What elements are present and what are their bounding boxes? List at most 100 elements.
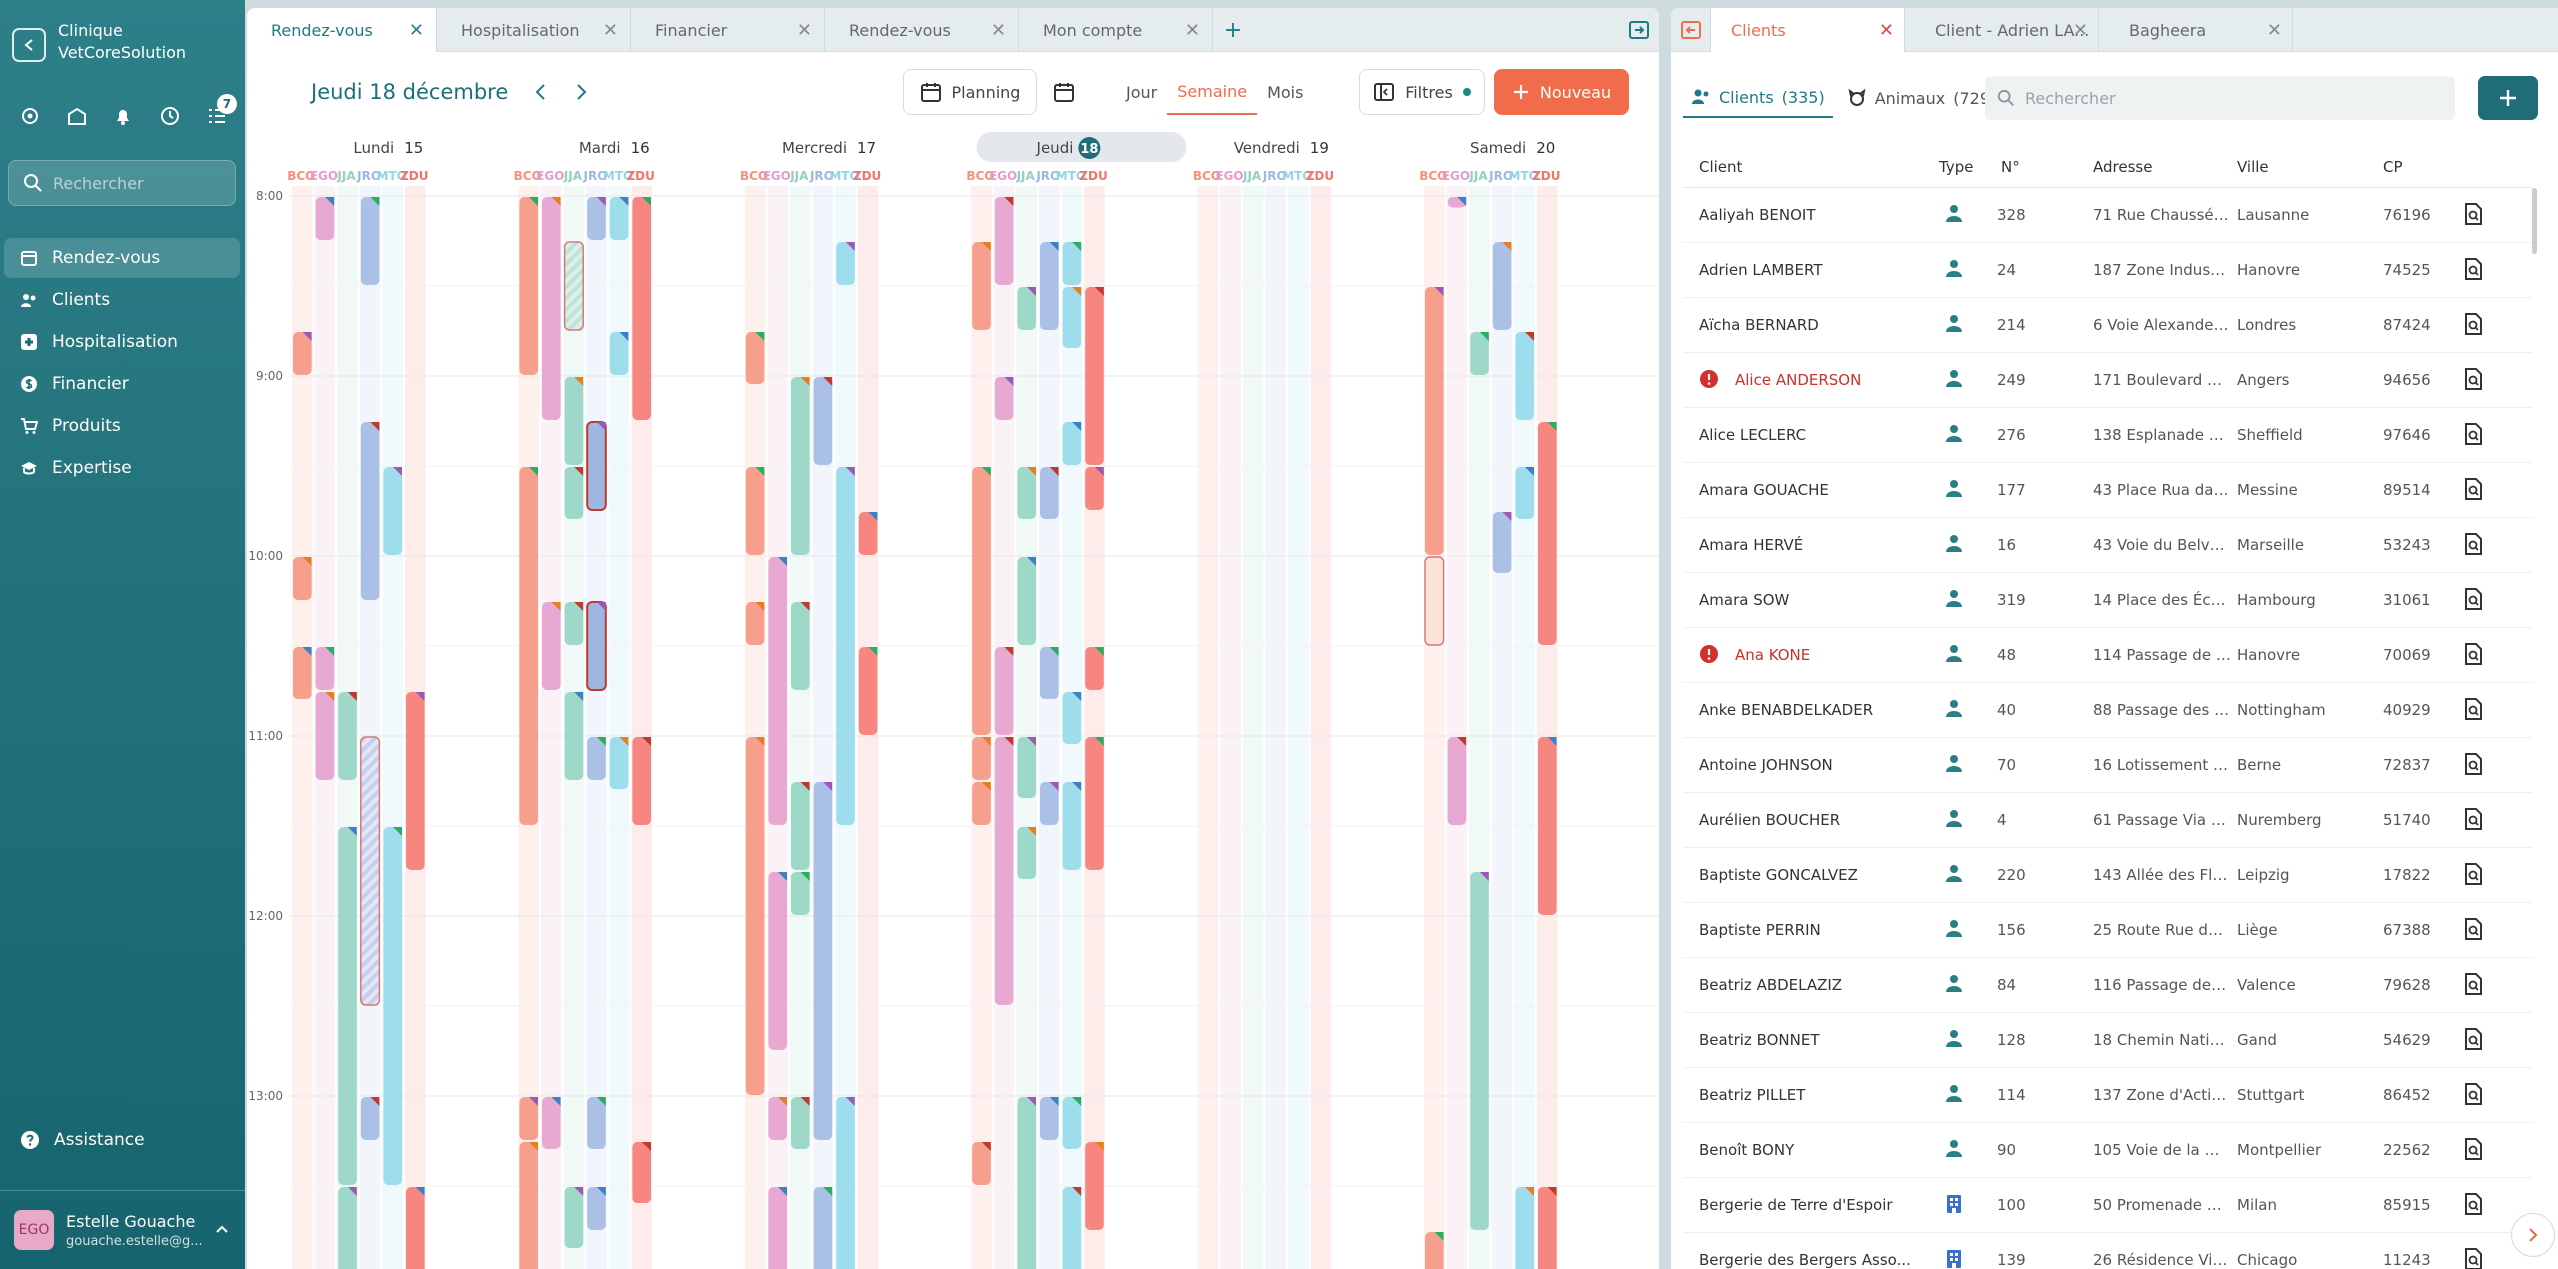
appointment-block[interactable] xyxy=(1538,422,1557,645)
planning-button[interactable]: Planning xyxy=(903,69,1037,115)
appointment-block[interactable] xyxy=(768,872,787,1050)
appointment-block[interactable] xyxy=(587,1187,606,1230)
sidebar-item-hospitalisation[interactable]: Hospitalisation xyxy=(4,322,240,362)
table-row[interactable]: Alice LECLERC 276 138 Esplanade Lud... Shef… xyxy=(1683,408,2533,463)
appointment-block[interactable] xyxy=(564,692,584,780)
appointment-block[interactable] xyxy=(1017,557,1036,645)
appointment-block[interactable] xyxy=(1062,422,1082,465)
appointment-block[interactable] xyxy=(609,332,629,375)
col-adresse[interactable]: Adresse xyxy=(2093,158,2153,176)
appointment-block[interactable] xyxy=(858,647,878,735)
appointment-block[interactable] xyxy=(1085,1142,1104,1230)
appointment-block[interactable] xyxy=(1017,827,1036,879)
table-row[interactable]: Amara GOUACHE 177 43 Place Rua das ... Mess… xyxy=(1683,463,2533,518)
appointment-block[interactable] xyxy=(360,736,381,1006)
tab-client-adrien[interactable]: Client - Adrien LA... ✕ xyxy=(1905,8,2099,52)
table-row[interactable]: Beatriz BONNET 128 18 Chemin Nationa... Gan… xyxy=(1683,1013,2533,1068)
appointment-block[interactable] xyxy=(383,827,402,1185)
appointment-block[interactable] xyxy=(338,692,357,780)
table-row[interactable]: Amara HERVÉ 16 43 Voie du Belvéd... Marseil… xyxy=(1683,518,2533,573)
appointment-block[interactable] xyxy=(1424,556,1445,646)
view-jour[interactable]: Jour xyxy=(1126,82,1158,102)
col-cp[interactable]: CP xyxy=(2383,158,2403,176)
calendar-date-picker-icon[interactable] xyxy=(1049,69,1079,115)
appointment-block[interactable] xyxy=(1017,1097,1036,1269)
clock-icon[interactable] xyxy=(156,101,185,131)
move-panel-icon[interactable] xyxy=(1627,18,1651,42)
appointment-block[interactable] xyxy=(813,377,833,465)
appointment-block[interactable] xyxy=(1062,782,1082,870)
sidebar-item-produits[interactable]: Produits xyxy=(4,406,240,446)
table-row[interactable]: Benoît BONY 90 105 Voie de la Mai... Montpe… xyxy=(1683,1123,2533,1178)
scrollbar[interactable] xyxy=(2532,188,2537,254)
appointment-block[interactable] xyxy=(406,692,425,870)
appointment-block[interactable] xyxy=(836,1097,855,1269)
gear-icon[interactable] xyxy=(16,101,45,131)
appointment-block[interactable] xyxy=(1085,737,1104,870)
view-client-icon[interactable] xyxy=(2463,1247,2485,1269)
close-icon[interactable]: ✕ xyxy=(2072,19,2088,41)
appointment-block[interactable] xyxy=(542,602,561,690)
appointment-block[interactable] xyxy=(1470,332,1489,375)
appointment-block[interactable] xyxy=(972,1142,991,1185)
appointment-block[interactable] xyxy=(1040,1097,1059,1140)
appointment-block[interactable] xyxy=(972,242,991,330)
appointment-block[interactable] xyxy=(519,1097,538,1140)
close-icon[interactable]: ✕ xyxy=(796,19,812,41)
table-row[interactable]: Beatriz ABDELAZIZ 84 116 Passage des Fl...… xyxy=(1683,958,2533,1013)
clients-search-input[interactable] xyxy=(2025,88,2445,108)
table-row[interactable]: Beatriz PILLET 114 137 Zone d'Activité... S… xyxy=(1683,1068,2533,1123)
appointment-block[interactable] xyxy=(587,197,606,240)
view-client-icon[interactable] xyxy=(2463,367,2485,391)
view-client-icon[interactable] xyxy=(2463,807,2485,831)
appointment-block[interactable] xyxy=(315,647,335,690)
appointment-block[interactable] xyxy=(1062,287,1082,348)
appointment-block[interactable] xyxy=(1538,737,1557,915)
appointment-block[interactable] xyxy=(383,467,402,555)
tab-rendez-vous[interactable]: Rendez-vous ✕ xyxy=(247,8,437,52)
prev-week-icon[interactable] xyxy=(529,80,553,104)
appointment-block[interactable] xyxy=(519,467,538,825)
appointment-block[interactable] xyxy=(994,197,1014,285)
appointment-block[interactable] xyxy=(791,1097,810,1149)
appointment-block[interactable] xyxy=(519,197,538,375)
bell-icon[interactable] xyxy=(109,101,138,131)
chevron-up-icon[interactable] xyxy=(215,1223,229,1237)
appointment-block[interactable] xyxy=(1062,1187,1082,1269)
view-client-icon[interactable] xyxy=(2463,752,2485,776)
appointment-block[interactable] xyxy=(1040,242,1059,330)
appointment-block[interactable] xyxy=(791,377,810,555)
appointment-block[interactable] xyxy=(745,332,765,384)
appointment-block[interactable] xyxy=(1062,692,1082,744)
view-client-icon[interactable] xyxy=(2463,862,2485,886)
appointment-block[interactable] xyxy=(972,467,991,735)
filters-button[interactable]: Filtres xyxy=(1359,69,1485,115)
sidebar-assistance[interactable]: Assistance xyxy=(20,1130,145,1150)
appointment-block[interactable] xyxy=(360,1097,380,1140)
close-icon[interactable]: ✕ xyxy=(408,19,424,41)
table-row[interactable]: Bergerie de Terre d'Espoir 100 50 Promenad… xyxy=(1683,1178,2533,1233)
appointment-block[interactable] xyxy=(836,467,855,825)
appointment-block[interactable] xyxy=(632,737,651,825)
panel-divider[interactable] xyxy=(1659,8,1671,1269)
appointment-block[interactable] xyxy=(994,647,1014,735)
appointment-block[interactable] xyxy=(791,872,810,915)
add-tab-button[interactable]: + xyxy=(1223,17,1243,43)
table-row[interactable]: Anke BENABDELKADER 40 88 Passage des R... N… xyxy=(1683,683,2533,738)
table-row[interactable]: Antoine JOHNSON 70 16 Lotissement Pa... Ber… xyxy=(1683,738,2533,793)
appointment-block[interactable] xyxy=(563,241,584,331)
table-row[interactable]: Amara SOW 319 14 Place des Écoles Hambourg 3… xyxy=(1683,573,2533,628)
table-row[interactable]: Aaliyah BENOIT 328 71 Rue Chaussée d... Lau… xyxy=(1683,188,2533,243)
appointment-block[interactable] xyxy=(1425,287,1444,555)
appointment-block[interactable] xyxy=(519,1142,538,1269)
tab-bagheera[interactable]: Bagheera ✕ xyxy=(2099,8,2293,52)
view-mois[interactable]: Mois xyxy=(1267,82,1304,102)
appointment-block[interactable] xyxy=(1515,467,1534,519)
view-client-icon[interactable] xyxy=(2463,477,2485,501)
appointment-block[interactable] xyxy=(609,197,629,240)
sidebar-item-rendez-vous[interactable]: Rendez-vous xyxy=(4,238,240,278)
appointment-block[interactable] xyxy=(768,1187,787,1269)
user-profile[interactable]: EGO Estelle Gouache gouache.estelle@g... xyxy=(0,1190,245,1269)
appointment-block[interactable] xyxy=(586,601,607,691)
